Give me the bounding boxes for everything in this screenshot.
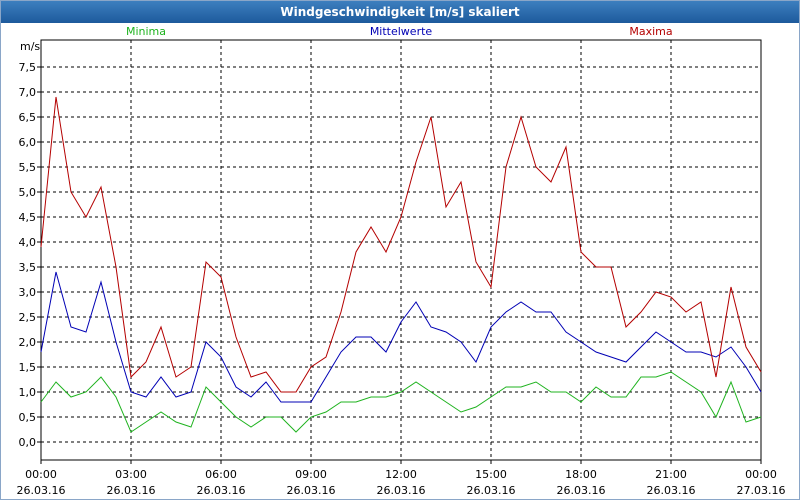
- y-tick-label: 2,0: [19, 336, 37, 349]
- y-axis-unit: m/s: [20, 40, 41, 53]
- x-tick-date: 26.03.16: [467, 484, 516, 497]
- y-tick-label: 3,5: [19, 261, 37, 274]
- x-tick-time: 00:00: [25, 468, 57, 481]
- y-tick-label: 0,5: [19, 411, 37, 424]
- y-tick-label: 0,0: [19, 436, 37, 449]
- x-tick-date: 26.03.16: [287, 484, 336, 497]
- x-tick-time: 18:00: [565, 468, 597, 481]
- x-tick-date: 26.03.16: [647, 484, 696, 497]
- y-tick-label: 7,0: [19, 86, 37, 99]
- legend-maxima: Maxima: [629, 25, 673, 38]
- x-tick-time: 21:00: [655, 468, 687, 481]
- x-tick-time: 15:00: [475, 468, 507, 481]
- legend-minima: Minima: [125, 25, 167, 38]
- y-tick-label: 1,0: [19, 386, 37, 399]
- y-tick-label: 6,5: [19, 111, 37, 124]
- x-tick-time: 12:00: [385, 468, 417, 481]
- x-tick-date: 26.03.16: [17, 484, 66, 497]
- x-tick-date: 26.03.16: [107, 484, 156, 497]
- legend-mittelwerte: Mittelwerte: [369, 25, 433, 38]
- y-tick-label: 3,0: [19, 286, 37, 299]
- y-tick-label: 2,5: [19, 311, 37, 324]
- x-tick-time: 00:00: [745, 468, 777, 481]
- y-tick-label: 4,0: [19, 236, 37, 249]
- x-tick-time: 03:00: [115, 468, 147, 481]
- series-minima-line: [40, 371, 762, 433]
- series-maxima-line: [40, 96, 762, 393]
- x-tick-date: 26.03.16: [197, 484, 246, 497]
- series-mittelwerte-line: [40, 271, 762, 403]
- x-tick-date: 27.03.16: [737, 484, 786, 497]
- x-tick-date: 26.03.16: [557, 484, 606, 497]
- y-tick-label: 1,5: [19, 361, 37, 374]
- chart-title: Windgeschwindigkeit [m/s] skaliert: [1, 1, 799, 23]
- y-tick-label: 5,5: [19, 161, 37, 174]
- x-tick-time: 09:00: [295, 468, 327, 481]
- y-tick-label: 5,0: [19, 186, 37, 199]
- x-tick-date: 26.03.16: [377, 484, 426, 497]
- x-tick-time: 06:00: [205, 468, 237, 481]
- y-tick-label: 6,0: [19, 136, 37, 149]
- y-tick-label: 7,5: [19, 61, 37, 74]
- y-tick-label: 4,5: [19, 211, 37, 224]
